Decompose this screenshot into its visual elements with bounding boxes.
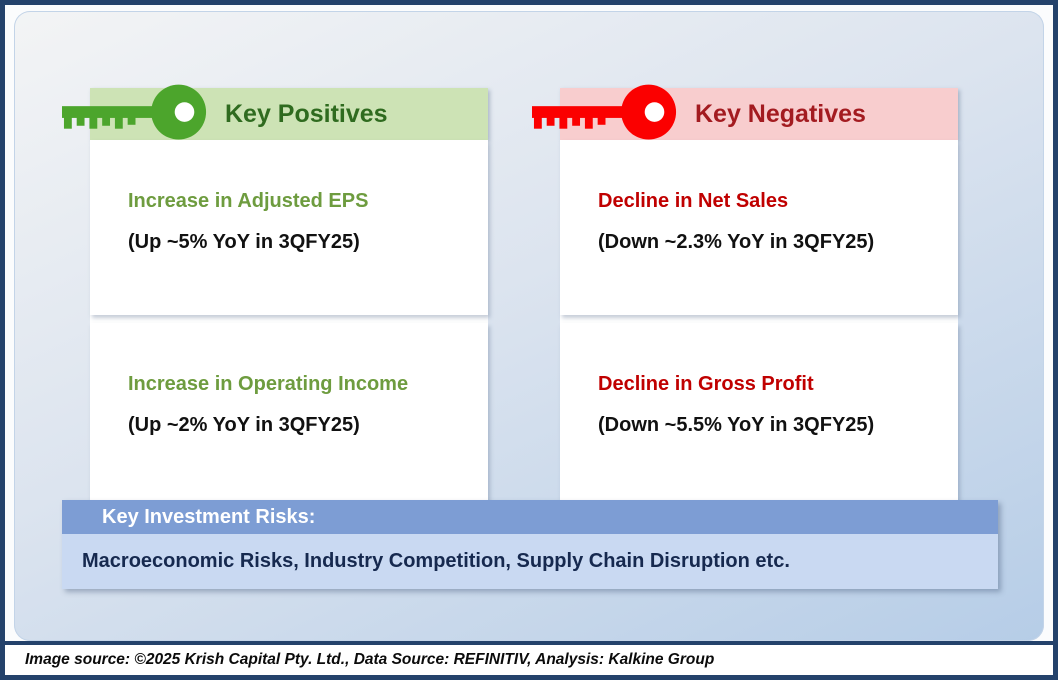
positive-item-title: Increase in Adjusted EPS [128,190,369,212]
risks-body: Macroeconomic Risks, Industry Competitio… [62,534,998,589]
positives-header-band: Key Positives [62,84,488,140]
negative-item-title: Decline in Gross Profit [598,373,814,395]
positives-column: Key Positives Increase in Adjusted EPS (… [62,84,488,509]
negatives-header-title: Key Negatives [695,99,866,128]
negatives-column: Key Negatives Decline in Net Sales (Down… [532,84,958,509]
positive-item-detail: (Up ~5% YoY in 3QFY25) [128,231,360,253]
footer: Image source: ©2025 Krish Capital Pty. L… [5,641,1053,675]
key-icon [532,82,679,146]
positive-item-detail: (Up ~2% YoY in 3QFY25) [128,414,360,436]
positive-card-1: Increase in Adjusted EPS (Up ~5% YoY in … [90,140,488,315]
negative-item-title: Decline in Net Sales [598,190,789,212]
negatives-divider [560,315,958,323]
negatives-header-band: Key Negatives [532,84,958,140]
negative-item-detail: (Down ~2.3% YoY in 3QFY25) [598,231,875,253]
positives-header-title: Key Positives [225,99,388,128]
risks-text: Macroeconomic Risks, Industry Competitio… [82,550,790,572]
positives-divider [90,315,488,323]
risks-header: Key Investment Risks: [62,500,998,534]
positive-item-title: Increase in Operating Income [128,373,409,395]
risks-header-label: Key Investment Risks: [102,505,316,528]
key-icon [62,82,209,146]
negative-card-1: Decline in Net Sales (Down ~2.3% YoY in … [560,140,958,315]
negative-item-detail: (Down ~5.5% YoY in 3QFY25) [598,414,875,436]
main-area: Key Positives Increase in Adjusted EPS (… [5,5,1053,641]
positive-card-2: Increase in Operating Income (Up ~2% YoY… [90,323,488,509]
negative-card-2: Decline in Gross Profit (Down ~5.5% YoY … [560,323,958,509]
risks-banner: Key Investment Risks: Macroeconomic Risk… [62,500,998,589]
footer-text: Image source: ©2025 Krish Capital Pty. L… [25,651,715,668]
